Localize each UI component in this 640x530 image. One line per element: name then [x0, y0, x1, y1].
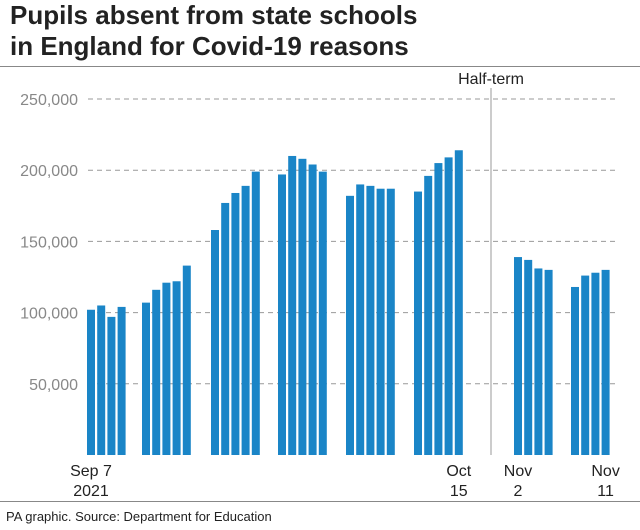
bar: [591, 272, 600, 455]
bar: [524, 259, 533, 455]
bar: [251, 171, 260, 455]
bar: [278, 174, 286, 456]
bar: [454, 150, 463, 455]
bar: [231, 192, 240, 455]
bars: [87, 150, 610, 456]
bar: [142, 302, 150, 455]
bar: [318, 171, 327, 455]
x-tick-label: 11: [597, 483, 614, 500]
bar: [172, 281, 181, 455]
bar: [544, 269, 553, 455]
x-tick-label: 2021: [73, 483, 109, 500]
bar: [308, 164, 317, 455]
bar: [444, 157, 453, 455]
x-tick-label: Sep 7: [70, 463, 112, 480]
y-tick-label: 200,000: [20, 163, 78, 180]
chart-title-line-1: Pupils absent from state schools: [10, 0, 418, 30]
x-axis-labels: Sep 7 2021 Oct 15 Nov 2 Nov 11: [70, 463, 620, 500]
top-divider: [0, 66, 640, 67]
bar: [376, 188, 385, 455]
bar: [241, 185, 250, 455]
y-axis-labels: 50,000 100,000 150,000 200,000 250,000: [20, 92, 78, 394]
bar: [97, 305, 106, 455]
bar: [386, 188, 395, 455]
x-tick-label: Nov: [504, 463, 532, 480]
bar: [534, 268, 543, 455]
bar: [87, 309, 95, 455]
bar: [298, 158, 307, 456]
chart-title-line-2: in England for Covid-19 reasons: [10, 31, 409, 61]
bar: [601, 269, 610, 455]
bar-chart: 50,000 100,000 150,000 200,000 250,000 Half-…: [20, 71, 620, 500]
bar: [107, 316, 116, 455]
source-note: PA graphic. Source: Department for Educa…: [6, 509, 272, 524]
bar: [366, 185, 375, 455]
bar: [346, 195, 354, 455]
bar: [356, 184, 365, 455]
y-tick-label: 250,000: [20, 92, 78, 109]
bar: [211, 230, 219, 455]
chart-title: Pupils absent from state schools in Engl…: [10, 0, 610, 62]
bar: [152, 289, 161, 455]
x-tick-label: Nov: [591, 463, 619, 480]
y-tick-label: 100,000: [20, 306, 78, 323]
bar: [182, 265, 191, 455]
bar: [571, 286, 579, 455]
bar: [581, 275, 590, 455]
x-tick-label: 2: [514, 483, 523, 500]
bar: [117, 306, 126, 455]
bar: [288, 155, 297, 455]
x-tick-label: 15: [450, 483, 468, 500]
bar: [221, 202, 230, 455]
y-tick-label: 150,000: [20, 234, 78, 251]
bottom-divider: [0, 501, 640, 502]
half-term-label: Half-term: [458, 71, 524, 88]
bar: [162, 282, 171, 455]
bar: [424, 175, 433, 455]
bar: [434, 163, 443, 455]
x-tick-label: Oct: [446, 463, 471, 480]
bar: [414, 191, 422, 455]
half-term-annotation: Half-term: [458, 71, 524, 455]
y-tick-label: 50,000: [29, 377, 78, 394]
bar: [514, 257, 522, 455]
